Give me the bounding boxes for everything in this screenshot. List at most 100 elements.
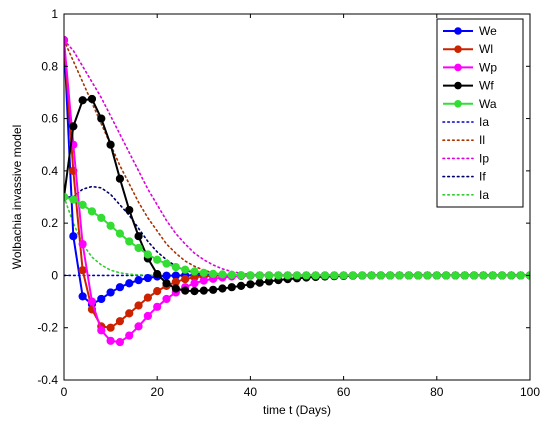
point-wa-20 xyxy=(153,255,162,264)
point-wa-46 xyxy=(274,271,283,280)
x-tick-label: 0 xyxy=(61,385,68,399)
legend-label: Wf xyxy=(479,79,494,93)
point-wl-16 xyxy=(134,301,143,310)
point-wa-44 xyxy=(264,271,274,280)
point-wf-20 xyxy=(153,270,162,279)
point-wp-16 xyxy=(134,322,143,331)
point-wp-14 xyxy=(125,331,134,340)
point-wa-30 xyxy=(199,268,208,277)
legend-label: Wp xyxy=(479,60,497,74)
point-wf-34 xyxy=(218,284,227,293)
point-wl-4 xyxy=(78,266,87,275)
legend-marker xyxy=(454,100,462,108)
x-axis-label: time t (Days) xyxy=(263,403,331,417)
point-wl-20 xyxy=(153,287,162,296)
point-wf-16 xyxy=(134,232,143,241)
point-we-2 xyxy=(69,232,78,241)
point-wf-12 xyxy=(115,174,125,183)
point-wf-4 xyxy=(78,96,87,105)
point-wa-84 xyxy=(451,271,460,280)
legend-marker xyxy=(454,27,462,35)
legend: We Wl Wp Wf Wa Ia Il Ip If Ia xyxy=(436,18,524,208)
legend-item-we-0: We xyxy=(443,24,497,38)
point-wa-22 xyxy=(162,259,171,268)
legend-item-ia-5: Ia xyxy=(442,115,489,129)
point-wa-36 xyxy=(227,270,236,280)
point-wa-40 xyxy=(246,271,255,280)
y-tick-label: -0.2 xyxy=(37,321,58,335)
point-wa-14 xyxy=(125,237,134,246)
point-wf-10 xyxy=(106,140,115,149)
x-tick-label: 40 xyxy=(244,385,258,399)
point-wp-4 xyxy=(78,239,87,249)
legend-label: Wa xyxy=(479,97,497,111)
series-line-wa-4 xyxy=(64,196,530,277)
point-wf-38 xyxy=(236,281,246,290)
point-we-22 xyxy=(162,271,171,280)
point-wa-90 xyxy=(479,271,488,280)
point-wp-22 xyxy=(162,294,171,304)
plot-series xyxy=(64,36,530,347)
point-wa-70 xyxy=(386,271,395,280)
point-we-8 xyxy=(97,294,106,304)
legend-label: We xyxy=(479,24,497,38)
point-wl-10 xyxy=(106,323,115,332)
legend-item-wf-3: Wf xyxy=(443,79,494,93)
point-wf-42 xyxy=(255,278,264,287)
legend-label: Ia xyxy=(479,115,489,129)
axis-ticks: 0 20 40 60 80 100 -0.4 -0.2 0 0.2 0.4 0.6 0.8 1 xyxy=(37,7,540,399)
legend-item-if-8: If xyxy=(442,170,486,184)
point-wf-2 xyxy=(69,122,78,131)
point-wa-62 xyxy=(348,271,358,280)
legend-label: Wl xyxy=(479,42,493,56)
point-wf-40 xyxy=(246,280,255,289)
point-wa-64 xyxy=(358,271,367,280)
legend-item-ia-9: Ia xyxy=(442,188,489,202)
point-wp-18 xyxy=(143,311,152,321)
point-wf-14 xyxy=(125,205,134,215)
point-wa-78 xyxy=(423,271,432,280)
point-wa-72 xyxy=(395,271,404,280)
y-tick-label: 0.2 xyxy=(41,216,58,230)
legend-label: Ip xyxy=(479,151,489,165)
point-wl-12 xyxy=(115,317,125,326)
point-wa-2 xyxy=(69,195,78,204)
point-wa-18 xyxy=(143,250,152,259)
point-wa-32 xyxy=(209,269,218,278)
point-wa-52 xyxy=(302,271,311,280)
point-wf-30 xyxy=(199,286,208,295)
series-ia-9 xyxy=(64,196,530,277)
point-wp-6 xyxy=(87,297,97,306)
legend-item-wl-1: Wl xyxy=(443,42,493,56)
point-wa-6 xyxy=(87,207,97,216)
point-wa-48 xyxy=(283,271,292,280)
point-wa-28 xyxy=(190,267,199,276)
legend-box xyxy=(436,18,524,208)
point-wa-24 xyxy=(171,262,180,272)
legend-marker xyxy=(454,81,462,90)
y-tick-label: 1 xyxy=(51,7,58,21)
point-wa-96 xyxy=(507,271,516,280)
point-we-4 xyxy=(78,292,87,301)
point-wa-86 xyxy=(460,271,469,280)
point-wa-50 xyxy=(292,271,302,280)
legend-label: If xyxy=(479,170,486,184)
legend-label: Ia xyxy=(479,188,489,202)
point-we-10 xyxy=(106,288,115,297)
point-wp-8 xyxy=(97,326,106,335)
series-wa-4 xyxy=(64,192,530,280)
legend-item-wp-2: Wp xyxy=(443,60,497,74)
point-wa-16 xyxy=(134,243,143,253)
point-wp-12 xyxy=(115,337,125,347)
legend-item-wa-4: Wa xyxy=(443,97,497,111)
series-il-6 xyxy=(64,39,530,277)
point-wa-42 xyxy=(255,271,264,280)
point-wa-34 xyxy=(218,270,227,279)
point-wa-38 xyxy=(236,271,246,280)
point-wl-14 xyxy=(125,309,134,318)
y-tick-label: 0.4 xyxy=(41,164,58,178)
legend-item-ip-7: Ip xyxy=(442,151,489,165)
series-line-wf-3 xyxy=(64,97,530,293)
point-wa-56 xyxy=(320,271,330,280)
